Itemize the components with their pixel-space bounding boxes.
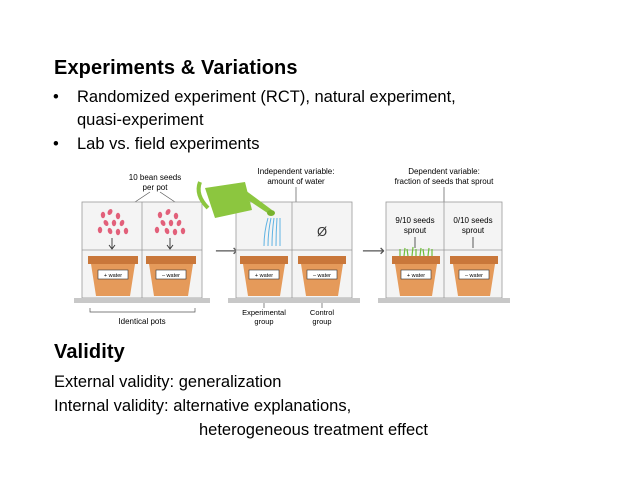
pot-label: + water (407, 273, 425, 279)
panel-outcome: Dependent variable: fraction of seeds th… (378, 167, 510, 303)
seeds-label-line-2: per pot (143, 183, 169, 192)
bullet-2-line-1: Lab vs. field experiments (77, 135, 260, 153)
pot-label: – water (313, 273, 331, 279)
pot-label: + water (104, 273, 122, 279)
bullet-1-line-2: quasi-experiment (77, 111, 204, 129)
independent-variable-line-2: amount of water (267, 177, 325, 186)
sprout-result-right-line-2: sprout (462, 226, 485, 235)
bullet-glyph: • (53, 135, 59, 153)
heading-experiments: Experiments & Variations (54, 57, 298, 79)
bullet-glyph: • (53, 88, 59, 106)
arrow-icon: ⟶ (362, 243, 385, 260)
watering-can-icon (196, 181, 275, 218)
null-symbol: Ø (317, 224, 327, 239)
sprout-result-left-line-2: sprout (404, 226, 427, 235)
control-group-line-2: group (312, 317, 331, 326)
seed-cluster-right (154, 209, 186, 236)
panel-treatment: Independent variable: amount of water Ø (196, 167, 360, 326)
pot-minus-water-2: – water (298, 256, 346, 296)
sprout-result-left-line-1: 9/10 seeds (395, 216, 434, 225)
pot-minus-water-1: – water (146, 256, 196, 296)
seed-cluster-left (97, 209, 129, 236)
experimental-group-line-2: group (254, 317, 273, 326)
external-validity-text: External validity: generalization (54, 373, 282, 391)
panel-initial-pots: 10 bean seeds per pot (74, 173, 210, 326)
sprouts-icon (399, 246, 433, 257)
sprout-result-right-line-1: 0/10 seeds (453, 216, 492, 225)
internal-validity-continued: heterogeneous treatment effect (199, 421, 429, 439)
pot-plus-water-2: + water (240, 256, 288, 296)
dependent-variable-line-1: Dependent variable: (408, 167, 480, 176)
control-group-line-1: Control (310, 308, 335, 317)
pot-label: + water (255, 273, 273, 279)
pot-plus-water-1: + water (88, 256, 138, 296)
heading-validity: Validity (54, 341, 125, 363)
pot-minus-water-3: – water (450, 256, 498, 296)
arrow-icon: ⟶ (215, 243, 238, 260)
pot-label: – water (465, 273, 483, 279)
bullet-1-line-1: Randomized experiment (RCT), natural exp… (77, 88, 456, 106)
seeds-label-line-1: 10 bean seeds (129, 173, 182, 182)
independent-variable-line-1: Independent variable: (258, 167, 335, 176)
pot-plus-water-3: + water (392, 256, 440, 296)
experimental-group-line-1: Experimental (242, 308, 286, 317)
dependent-variable-line-2: fraction of seeds that sprout (395, 177, 495, 186)
water-stream-icon (263, 217, 281, 247)
internal-validity-text: Internal validity: alternative explanati… (54, 397, 352, 415)
experiment-diagram: 10 bean seeds per pot (74, 167, 510, 326)
identical-pots-label: Identical pots (118, 317, 165, 326)
pot-label: – water (162, 273, 180, 279)
